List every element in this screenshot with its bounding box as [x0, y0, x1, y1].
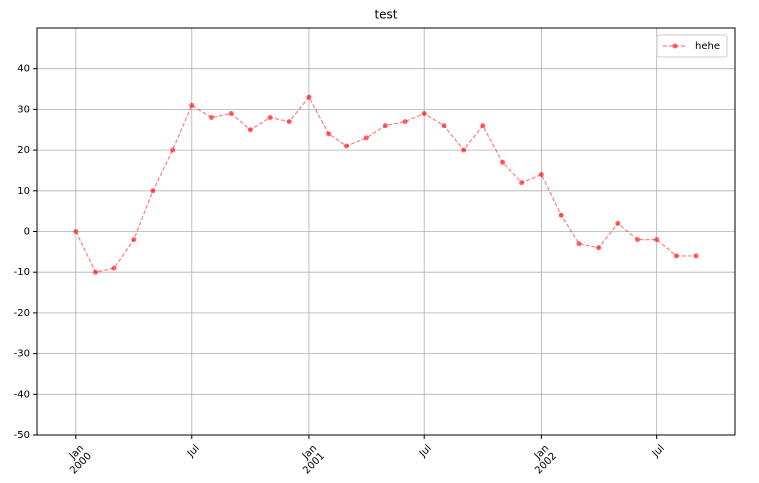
- data-point: [558, 212, 564, 218]
- y-tick-label: -50: [14, 430, 30, 441]
- data-point: [344, 143, 350, 149]
- data-point: [189, 102, 195, 108]
- y-tick-label: -20: [14, 308, 30, 319]
- chart-title: test: [374, 8, 397, 22]
- data-point: [654, 237, 660, 243]
- data-point: [441, 123, 447, 129]
- legend-marker: [672, 43, 678, 49]
- data-point: [363, 135, 369, 141]
- data-point: [131, 237, 137, 243]
- data-point: [480, 123, 486, 129]
- data-point: [596, 245, 602, 251]
- data-point: [306, 94, 312, 100]
- data-point: [635, 237, 641, 243]
- data-point: [93, 269, 99, 275]
- y-tick-label: 0: [24, 227, 30, 238]
- data-point: [111, 265, 117, 271]
- data-point: [150, 188, 156, 194]
- data-point: [538, 172, 544, 178]
- y-tick-label: 20: [17, 145, 30, 156]
- data-point: [209, 115, 214, 121]
- plot-frame: [36, 27, 736, 436]
- y-tick-label: 10: [17, 186, 30, 197]
- data-point: [576, 241, 582, 247]
- data-point: [228, 110, 234, 116]
- data-point: [382, 123, 388, 129]
- data-point: [461, 147, 467, 153]
- data-point: [73, 229, 79, 234]
- legend-box: [656, 34, 728, 58]
- data-point: [170, 147, 176, 153]
- data-point: [247, 127, 253, 133]
- data-point: [421, 110, 427, 116]
- data-point: [326, 131, 332, 137]
- data-point: [519, 180, 525, 186]
- y-tick-label: 30: [17, 104, 30, 115]
- y-tick-label: -40: [14, 389, 30, 400]
- y-tick-label: -10: [14, 267, 30, 278]
- data-point: [402, 119, 408, 125]
- data-point: [500, 159, 506, 165]
- y-tick-label: 40: [17, 64, 30, 75]
- legend-label: hehe: [695, 41, 720, 52]
- data-point: [615, 220, 621, 226]
- y-tick-label: -30: [14, 349, 30, 360]
- data-point: [267, 115, 273, 121]
- data-point: [286, 119, 292, 125]
- data-point: [693, 253, 699, 259]
- data-point: [673, 253, 679, 259]
